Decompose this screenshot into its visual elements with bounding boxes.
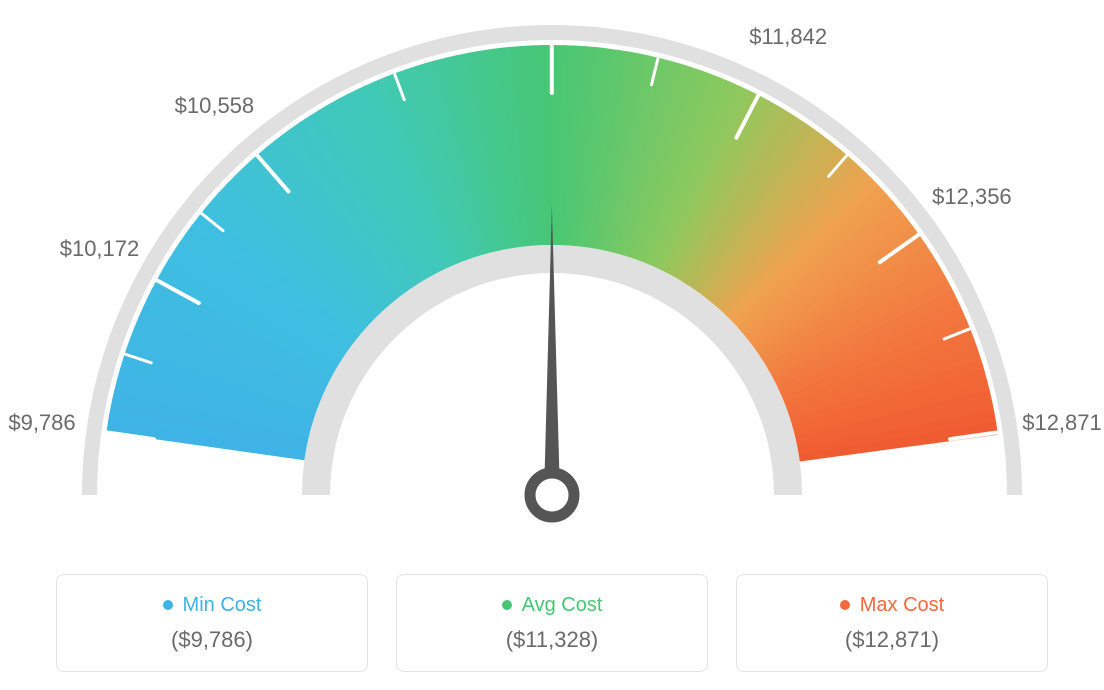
tick-label: $12,871 xyxy=(1022,410,1102,436)
tick-label: $11,842 xyxy=(749,24,827,50)
tick-label: $9,786 xyxy=(8,410,75,436)
legend-title: Min Cost xyxy=(183,594,262,617)
legend: Min Cost ($9,786) Avg Cost ($11,328) Max… xyxy=(0,574,1104,672)
legend-card-max: Max Cost ($12,871) xyxy=(736,574,1048,672)
tick-label: $10,558 xyxy=(175,93,255,119)
legend-value: ($12,871) xyxy=(845,627,939,653)
legend-title: Avg Cost xyxy=(522,594,603,617)
legend-title-row: Min Cost xyxy=(163,594,262,617)
legend-title: Max Cost xyxy=(860,594,944,617)
gauge-svg xyxy=(0,0,1104,560)
cost-gauge-chart: { "gauge": { "type": "gauge", "backgroun… xyxy=(0,0,1104,690)
legend-value: ($11,328) xyxy=(506,627,599,653)
dot-icon xyxy=(502,600,512,610)
tick-label: $12,356 xyxy=(932,184,1012,210)
legend-card-min: Min Cost ($9,786) xyxy=(56,574,368,672)
dot-icon xyxy=(163,600,173,610)
gauge-area: $9,786$10,172$10,558$11,328$11,842$12,35… xyxy=(0,0,1104,560)
tick-label: $10,172 xyxy=(60,236,140,262)
dot-icon xyxy=(840,600,850,610)
legend-card-avg: Avg Cost ($11,328) xyxy=(396,574,708,672)
legend-title-row: Max Cost xyxy=(840,594,944,617)
legend-title-row: Avg Cost xyxy=(502,594,603,617)
legend-value: ($9,786) xyxy=(171,627,253,653)
